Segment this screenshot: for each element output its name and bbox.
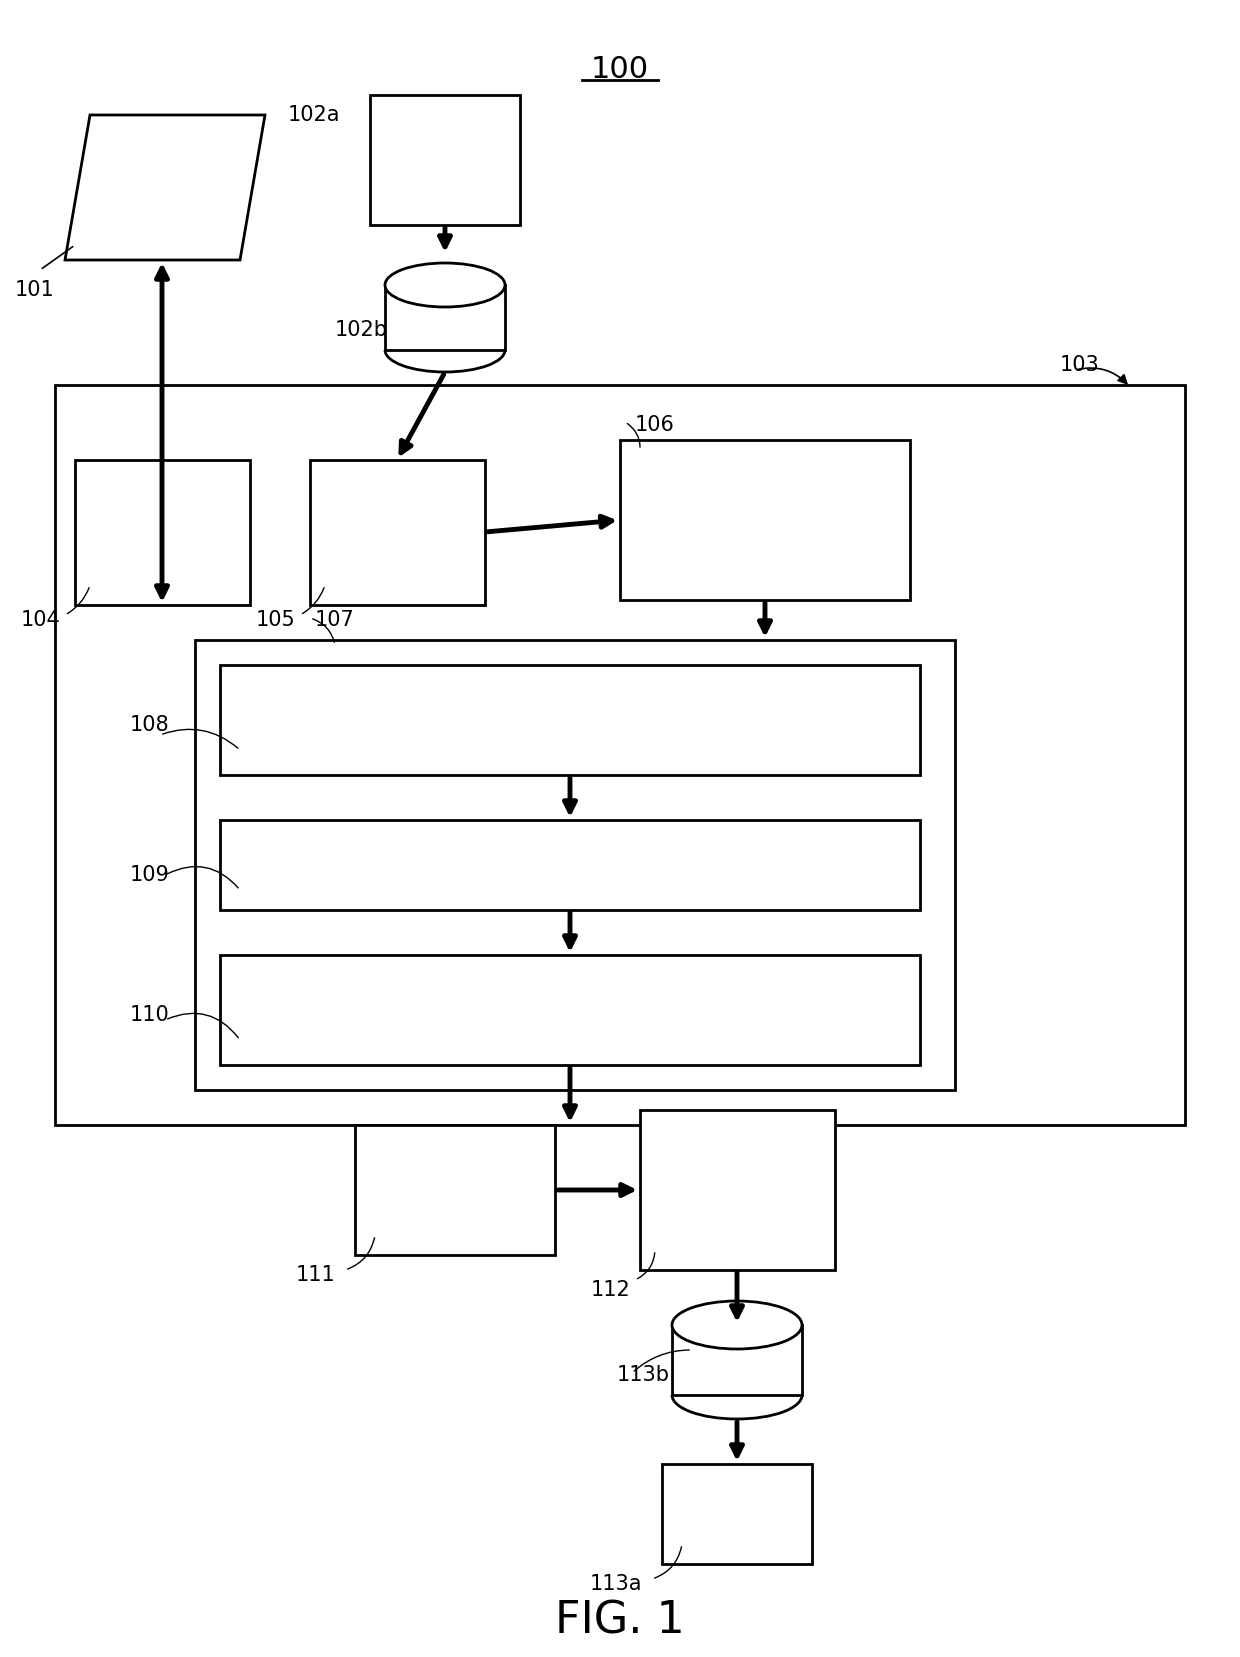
FancyBboxPatch shape [620, 441, 910, 600]
Text: 104: 104 [20, 610, 60, 630]
FancyBboxPatch shape [672, 1326, 802, 1395]
Ellipse shape [384, 263, 505, 307]
FancyBboxPatch shape [219, 664, 920, 775]
Text: 108: 108 [130, 716, 170, 736]
FancyBboxPatch shape [55, 384, 1185, 1125]
FancyBboxPatch shape [219, 820, 920, 910]
Text: 102a: 102a [288, 104, 340, 124]
Text: 113b: 113b [618, 1365, 670, 1385]
Text: 113a: 113a [589, 1574, 642, 1594]
FancyBboxPatch shape [74, 461, 250, 605]
Text: 106: 106 [635, 414, 675, 436]
Text: 103: 103 [1060, 355, 1100, 374]
FancyBboxPatch shape [219, 954, 920, 1065]
FancyBboxPatch shape [662, 1465, 812, 1564]
Text: 102b: 102b [335, 320, 388, 340]
Text: 101: 101 [15, 280, 55, 300]
Ellipse shape [672, 1301, 802, 1349]
FancyBboxPatch shape [640, 1110, 835, 1269]
Text: 109: 109 [130, 865, 170, 885]
FancyBboxPatch shape [384, 285, 505, 350]
Polygon shape [64, 114, 265, 260]
Text: 112: 112 [590, 1279, 630, 1301]
FancyBboxPatch shape [370, 94, 520, 225]
Text: 110: 110 [130, 1006, 170, 1026]
Text: 107: 107 [315, 610, 355, 630]
Text: 105: 105 [255, 610, 295, 630]
FancyBboxPatch shape [195, 640, 955, 1090]
Text: 100: 100 [591, 55, 649, 85]
FancyBboxPatch shape [310, 461, 485, 605]
FancyBboxPatch shape [355, 1125, 556, 1254]
Text: 111: 111 [295, 1264, 335, 1284]
Text: FIG. 1: FIG. 1 [556, 1601, 684, 1644]
